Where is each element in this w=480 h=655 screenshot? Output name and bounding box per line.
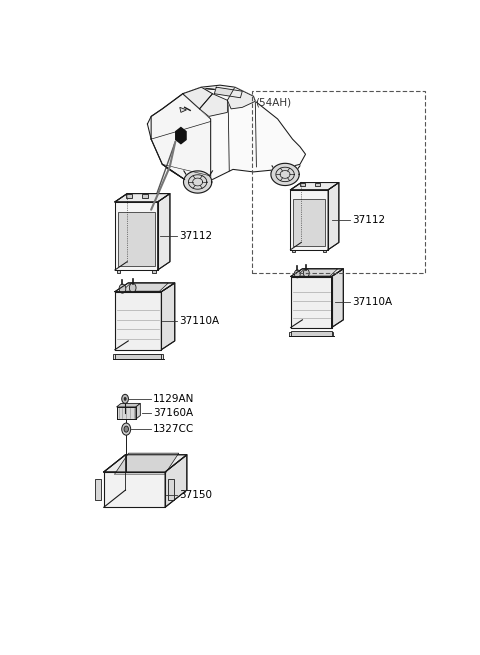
Polygon shape [117, 270, 120, 272]
Polygon shape [228, 87, 255, 109]
Polygon shape [290, 331, 332, 335]
Polygon shape [300, 183, 305, 186]
Polygon shape [104, 472, 165, 507]
Polygon shape [122, 283, 168, 291]
Text: 37150: 37150 [179, 490, 212, 500]
Polygon shape [114, 453, 179, 474]
Circle shape [122, 423, 131, 435]
Polygon shape [104, 455, 187, 472]
Circle shape [294, 270, 300, 278]
Polygon shape [157, 194, 170, 270]
Circle shape [122, 394, 129, 403]
Polygon shape [315, 183, 320, 186]
Polygon shape [168, 479, 174, 500]
Text: (54AH): (54AH) [255, 97, 291, 107]
Text: 37112: 37112 [352, 215, 385, 225]
Polygon shape [147, 88, 305, 179]
Polygon shape [152, 270, 156, 272]
Polygon shape [180, 107, 186, 113]
Polygon shape [113, 354, 163, 359]
Polygon shape [293, 199, 325, 246]
Circle shape [124, 426, 129, 432]
Polygon shape [297, 269, 337, 276]
Polygon shape [323, 250, 326, 252]
Polygon shape [115, 291, 161, 350]
Polygon shape [271, 163, 299, 185]
Polygon shape [292, 250, 295, 252]
Polygon shape [115, 194, 170, 202]
Polygon shape [165, 455, 187, 507]
Text: 37110A: 37110A [352, 297, 392, 307]
Polygon shape [328, 183, 339, 250]
Text: 37160A: 37160A [153, 408, 193, 418]
Polygon shape [143, 194, 148, 198]
Circle shape [124, 398, 126, 400]
Polygon shape [183, 171, 212, 193]
Polygon shape [289, 331, 333, 335]
Polygon shape [126, 194, 132, 198]
Polygon shape [290, 190, 328, 250]
Text: 37110A: 37110A [179, 316, 219, 326]
Polygon shape [115, 202, 157, 270]
Polygon shape [118, 212, 155, 266]
Polygon shape [151, 94, 211, 179]
Text: 37112: 37112 [179, 231, 212, 241]
Polygon shape [183, 87, 213, 109]
Polygon shape [115, 354, 161, 359]
Polygon shape [136, 403, 140, 419]
Polygon shape [290, 183, 339, 190]
Polygon shape [117, 407, 136, 419]
Polygon shape [161, 283, 175, 350]
Polygon shape [115, 283, 175, 291]
Circle shape [119, 284, 126, 293]
Polygon shape [183, 85, 255, 102]
Circle shape [303, 269, 309, 277]
Circle shape [129, 283, 136, 292]
Polygon shape [200, 94, 228, 117]
Polygon shape [95, 479, 101, 500]
Polygon shape [117, 403, 140, 407]
Text: 1129AN: 1129AN [153, 394, 194, 404]
Polygon shape [290, 276, 332, 328]
Polygon shape [332, 269, 343, 328]
Text: 1327CC: 1327CC [153, 424, 194, 434]
Polygon shape [176, 128, 186, 143]
Polygon shape [290, 269, 343, 276]
Polygon shape [215, 87, 242, 98]
